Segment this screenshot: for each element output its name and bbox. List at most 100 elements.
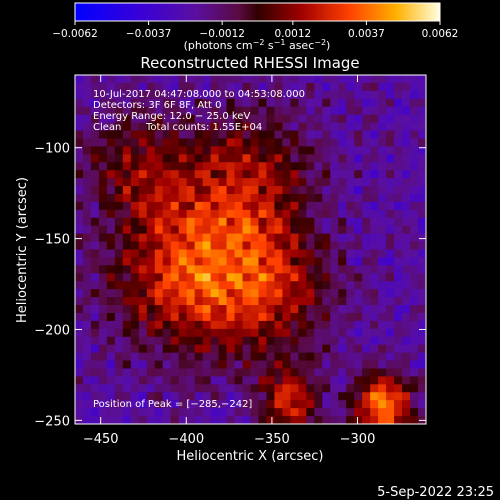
heatmap-cell: [314, 154, 323, 163]
heatmap-cell: [266, 312, 276, 322]
heatmap-cell: [410, 384, 419, 393]
heatmap-cell: [82, 193, 92, 203]
heatmap-cell: [186, 392, 196, 401]
heatmap-cell: [290, 297, 299, 306]
heatmap-cell: [162, 360, 172, 370]
heatmap-cell: [234, 170, 244, 179]
heatmap-cell: [378, 376, 387, 385]
heatmap-cell: [330, 241, 339, 251]
heatmap-cell: [218, 146, 228, 155]
heatmap-cell: [274, 98, 284, 108]
heatmap-cell: [418, 75, 426, 84]
heatmap-cell: [226, 138, 236, 147]
heatmap-cell: [386, 170, 395, 179]
colorbar-tick-label: −0.0037: [126, 28, 172, 40]
heatmap-cell: [322, 368, 331, 378]
heatmap-cell: [242, 289, 252, 298]
heatmap-cell: [122, 289, 132, 298]
heatmap-cell: [418, 376, 426, 385]
heatmap-cell: [82, 146, 92, 155]
heatmap-cell: [90, 328, 100, 338]
heatmap-cell: [394, 281, 403, 290]
heatmap-cell: [282, 106, 291, 116]
heatmap-cell: [234, 106, 244, 116]
heatmap-cell: [402, 146, 411, 155]
heatmap-cell: [378, 257, 387, 266]
heatmap-cell: [306, 249, 315, 259]
heatmap-cell: [154, 408, 164, 417]
heatmap-cell: [234, 265, 244, 274]
heatmap-cell: [194, 273, 204, 282]
heatmap-cell: [130, 241, 140, 251]
heatmap-cell: [266, 233, 276, 243]
heatmap-cell: [362, 82, 371, 92]
heatmap-cell: [306, 344, 315, 354]
heatmap-cell: [106, 233, 116, 243]
heatmap-cell: [75, 257, 84, 266]
heatmap-cell: [330, 82, 339, 92]
heatmap-cell: [178, 416, 188, 424]
heatmap-cell: [202, 368, 212, 378]
heatmap-cell: [298, 170, 307, 179]
heatmap-cell: [418, 328, 426, 338]
heatmap-cell: [194, 328, 204, 338]
heatmap-cell: [282, 273, 291, 282]
heatmap-cell: [178, 281, 188, 290]
heatmap-cell: [258, 273, 268, 282]
heatmap-cell: [98, 106, 108, 116]
heatmap-cell: [242, 360, 252, 370]
heatmap-cell: [82, 257, 92, 266]
heatmap-cell: [354, 130, 363, 140]
heatmap-cell: [266, 384, 276, 393]
heatmap-cell: [282, 154, 291, 163]
heatmap-cell: [234, 336, 244, 346]
heatmap-cell: [354, 201, 363, 211]
heatmap-cell: [282, 225, 291, 235]
heatmap-cell: [114, 289, 124, 298]
heatmap-cell: [370, 265, 379, 274]
heatmap-cell: [386, 130, 395, 140]
heatmap-cell: [370, 376, 379, 385]
heatmap-cell: [418, 90, 426, 100]
heatmap-cell: [322, 193, 331, 203]
heatmap-cell: [394, 75, 403, 84]
heatmap-cell: [234, 241, 244, 251]
heatmap-cell: [330, 320, 339, 330]
heatmap-cell: [194, 186, 204, 195]
heatmap-cell: [306, 186, 315, 195]
heatmap-cell: [162, 257, 172, 266]
heatmap-cell: [298, 82, 307, 92]
heatmap-cell: [138, 130, 148, 140]
annotation-detectors: Detectors: 3F 6F 8F, Att 0: [93, 100, 221, 111]
heatmap-cell: [154, 273, 164, 282]
heatmap-cell: [354, 138, 363, 147]
heatmap-cell: [282, 146, 291, 155]
heatmap-cell: [98, 320, 108, 330]
heatmap-cell: [410, 241, 419, 251]
heatmap-cell: [402, 400, 411, 409]
heatmap-cell: [130, 75, 140, 84]
heatmap-cell: [130, 98, 140, 108]
heatmap-cell: [346, 416, 355, 424]
heatmap-cell: [258, 320, 268, 330]
heatmap-cell: [106, 376, 116, 385]
heatmap-cell: [354, 241, 363, 251]
heatmap-cell: [170, 328, 180, 338]
heatmap-cell: [98, 273, 108, 282]
heatmap-cell: [258, 178, 268, 187]
heatmap-cell: [202, 265, 212, 274]
heatmap-cell: [250, 368, 260, 378]
heatmap-cell: [146, 178, 156, 187]
heatmap-cell: [298, 312, 307, 322]
heatmap-cell: [274, 289, 284, 298]
heatmap-cell: [146, 90, 156, 100]
heatmap-cell: [242, 217, 252, 227]
heatmap-cell: [114, 75, 124, 84]
heatmap-cell: [418, 209, 426, 219]
heatmap-cell: [106, 201, 116, 211]
heatmap-cell: [114, 138, 124, 147]
heatmap-cell: [306, 130, 315, 140]
heatmap-cell: [258, 233, 268, 243]
heatmap-cell: [282, 320, 291, 330]
heatmap-cell: [242, 408, 252, 417]
